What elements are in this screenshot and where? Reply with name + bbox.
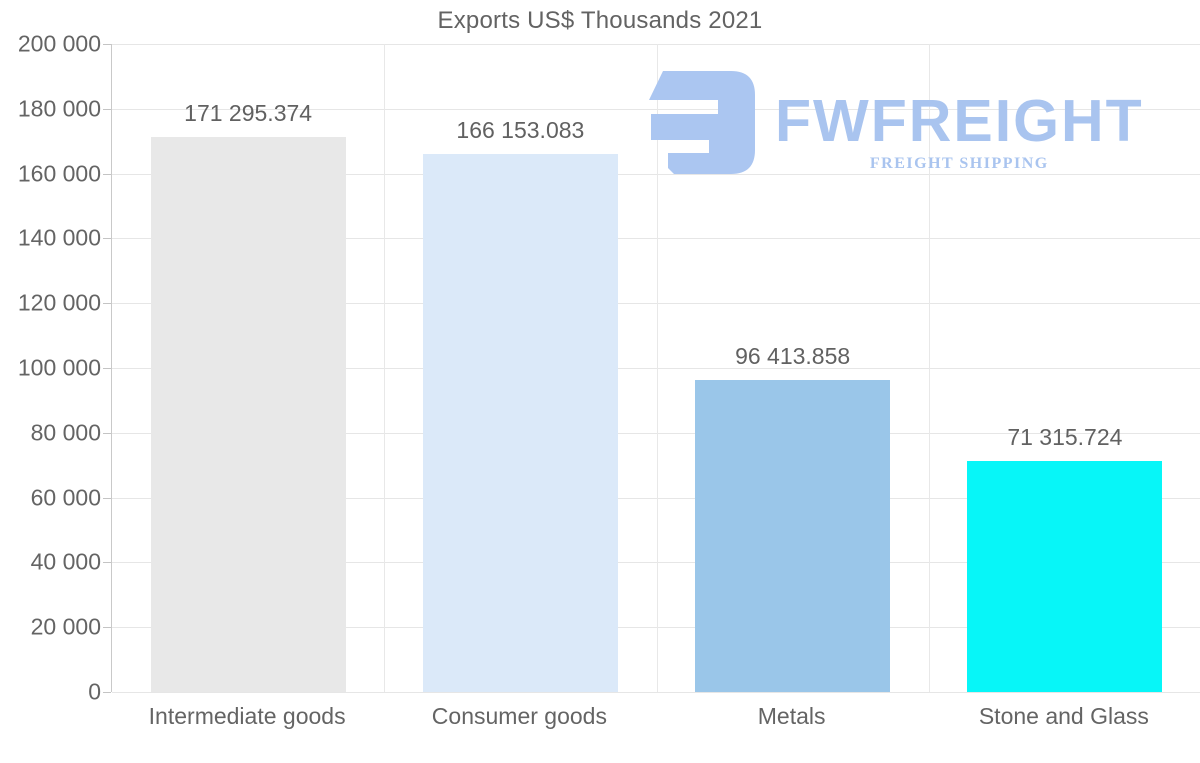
y-tick-label: 160 000 xyxy=(17,160,101,187)
bar xyxy=(695,379,891,692)
x-axis-label: Consumer goods xyxy=(431,703,607,729)
gridline-h xyxy=(112,692,1200,693)
gridline-v xyxy=(656,44,658,692)
brand-logo: FWFREIGHT FREIGHT SHIPPING xyxy=(647,71,1144,174)
bar-value-label: 96 413.858 xyxy=(735,342,851,369)
brand-tagline: FREIGHT SHIPPING xyxy=(869,155,1049,172)
gridline-h xyxy=(112,562,1200,564)
bar xyxy=(150,137,346,692)
gridline-h xyxy=(112,497,1200,499)
y-axis-tick xyxy=(103,432,111,434)
bar-value-label: 171 295.374 xyxy=(184,100,313,127)
gridline-h xyxy=(112,238,1200,240)
brand-text-block: FWFREIGHT FREIGHT SHIPPING xyxy=(775,88,1144,174)
plot-area: 171 295.374 166 153.083 96 413.858 71 315.7… xyxy=(111,44,1200,693)
y-tick-label: 180 000 xyxy=(17,95,101,122)
y-tick-label: 200 000 xyxy=(17,30,101,57)
x-axis-labels: Intermediate goods Consumer goods Metals St… xyxy=(111,703,1200,733)
y-axis-tick xyxy=(103,562,111,564)
y-axis-tick xyxy=(103,497,111,499)
y-tick-label: 80 000 xyxy=(30,419,101,446)
x-axis-label: Metals xyxy=(757,703,826,729)
brand-name: FWFREIGHT xyxy=(775,88,1144,154)
gridline-h xyxy=(112,44,1200,45)
chart-title: Exports US$ Thousands 2021 xyxy=(437,7,763,34)
y-tick-label: 40 000 xyxy=(30,548,101,575)
bar-value-label: 71 315.724 xyxy=(1007,423,1123,450)
fwfreight-logo-icon xyxy=(649,71,755,174)
bar-value-label: 166 153.083 xyxy=(456,116,585,143)
y-axis-tick xyxy=(103,368,111,369)
y-axis-tick xyxy=(103,173,111,175)
y-axis-tick xyxy=(103,303,111,305)
y-axis-tick xyxy=(103,627,111,629)
x-axis-label: Stone and Glass xyxy=(978,703,1149,729)
y-axis-tick xyxy=(103,44,111,45)
y-axis-tick xyxy=(103,692,111,693)
gridline-h xyxy=(112,368,1200,369)
gridline-h xyxy=(112,627,1200,629)
y-tick-label: 0 xyxy=(88,678,101,705)
y-axis-tick xyxy=(103,108,111,110)
gridline-v xyxy=(384,44,386,692)
gridline-h xyxy=(112,108,1200,110)
x-axis-label: Intermediate goods xyxy=(148,703,346,729)
y-tick-label: 140 000 xyxy=(17,224,101,251)
bar xyxy=(422,153,618,692)
y-tick-label: 60 000 xyxy=(30,484,101,511)
gridline-v xyxy=(928,44,930,692)
gridline-h xyxy=(112,303,1200,305)
y-axis-tick xyxy=(103,238,111,240)
y-tick-label: 20 000 xyxy=(30,613,101,640)
bar xyxy=(967,460,1163,692)
y-tick-label: 120 000 xyxy=(17,289,101,316)
gridline-h xyxy=(112,173,1200,175)
gridline-h xyxy=(112,432,1200,434)
y-tick-label: 100 000 xyxy=(17,354,101,381)
